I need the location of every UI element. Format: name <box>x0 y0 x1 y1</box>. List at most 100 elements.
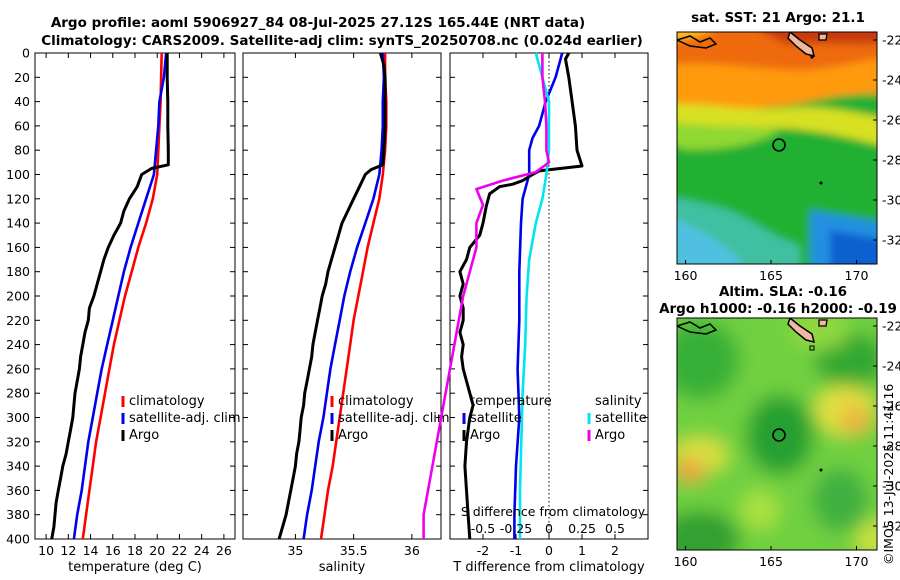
sla-map: Altim. SLA: -0.16 Argo h1000: -0.16 h200… <box>659 284 900 569</box>
temperature-xtick-label: 12 <box>60 543 76 558</box>
sla-map-lat-tick-label: -22 <box>882 319 900 334</box>
depth-tick-label: 260 <box>6 361 30 376</box>
difference-xtick-label: -2 <box>477 543 489 558</box>
sst-map-lat-tick-label: -24 <box>882 73 900 88</box>
sst-map-lat-tick-label: -32 <box>882 233 900 248</box>
sla-map-title-line2: Argo h1000: -0.16 h2000: -0.19 <box>659 301 897 317</box>
sla-map-lat-tick-label: -32 <box>882 519 900 534</box>
sst-map-lat-tick-label: -22 <box>882 33 900 48</box>
difference-temperature-legend-label: satellite <box>470 411 522 426</box>
salinity-legend-label: climatology <box>338 394 414 409</box>
sla-map-lat-tick-label: -30 <box>882 479 900 494</box>
sst-map-lat-tick-label: -26 <box>882 113 900 128</box>
temperature-series-climatology <box>81 52 163 540</box>
salinity-difference-tick-label: -0.25 <box>500 521 532 536</box>
depth-tick-label: 300 <box>6 410 30 425</box>
depth-tick-label: 220 <box>6 313 30 328</box>
depth-tick-label: 0 <box>22 46 30 61</box>
depth-tick-label: 60 <box>14 118 30 133</box>
figure-title-line2: Climatology: CARS2009. Satellite-adj cli… <box>41 33 643 49</box>
temperature-xtick-label: 20 <box>149 543 165 558</box>
temperature-legend-label: satellite-adj. clim <box>129 411 241 426</box>
depth-tick-label: 400 <box>6 532 30 547</box>
sst-map: sat. SST: 21 Argo: 21.1 16 <box>674 10 900 283</box>
salinity-profile-plot: 35 35.5 36 salinity climatology satellite-adj… <box>242 52 450 575</box>
depth-tick-label: 280 <box>6 386 30 401</box>
sla-map-lon-tick-label: 160 <box>674 554 698 569</box>
sst-map-lon-tick-label: 170 <box>845 268 869 283</box>
difference-temperature-legend-label: temperature <box>470 394 552 409</box>
sst-map-lon-tick-label: 160 <box>674 268 698 283</box>
depth-tick-label: 200 <box>6 289 30 304</box>
salinity-series-argo <box>277 52 387 540</box>
salinity-difference-tick-label: -0.5 <box>471 521 495 536</box>
sla-map-title-line1: Altim. SLA: -0.16 <box>719 284 847 300</box>
salinity-difference-tick-label: 0.25 <box>568 521 596 536</box>
depth-tick-label: 20 <box>14 70 30 85</box>
sla-map-lon-tick-label: 170 <box>845 554 869 569</box>
sla-map-lat-tick-label: -26 <box>882 399 900 414</box>
salinity-xlabel: salinity <box>319 560 366 575</box>
temperature-series-argo <box>50 53 170 540</box>
difference-xtick-label: 2 <box>611 543 619 558</box>
depth-tick-label: 320 <box>6 434 30 449</box>
temperature-series-satellite-adj-clim <box>72 52 168 540</box>
depth-tick-label: 180 <box>6 264 30 279</box>
sla-map-lat-tick-label: -28 <box>882 439 900 454</box>
temperature-xtick-label: 10 <box>38 543 54 558</box>
salinity-xtick-label: 35 <box>287 543 303 558</box>
depth-tick-label: 100 <box>6 167 30 182</box>
salinity-plot-frame <box>242 52 442 540</box>
salinity-legend-label: Argo <box>338 428 368 443</box>
temperature-xtick-label: 24 <box>194 543 210 558</box>
difference-salinity-legend-label: satellite <box>595 411 647 426</box>
depth-tick-label: 80 <box>14 143 30 158</box>
difference-series-temperature-argo <box>458 52 584 540</box>
difference-salinity-legend-label: salinity <box>595 394 642 409</box>
imos-timestamp: ©IMOS 13-Jul-2025 11:41:16 <box>881 384 896 565</box>
salinity-difference-tick-label: 0.5 <box>605 521 625 536</box>
difference-series-salinity-satellite <box>518 52 551 539</box>
salinity-legend-label: satellite-adj. clim <box>338 411 450 426</box>
difference-temperature-legend-label: Argo <box>470 428 500 443</box>
sst-map-lon-tick-label: 165 <box>759 268 783 283</box>
depth-tick-label: 140 <box>6 216 30 231</box>
difference-xtick-label: -1 <box>510 543 522 558</box>
temperature-xtick-label: 22 <box>171 543 187 558</box>
temperature-xtick-label: 16 <box>105 543 121 558</box>
depth-tick-label: 160 <box>6 240 30 255</box>
temperature-xtick-label: 26 <box>216 543 232 558</box>
temperature-xlabel: temperature (deg C) <box>68 560 202 575</box>
salinity-xtick-label: 35.5 <box>340 543 368 558</box>
salinity-xtick-label: 36 <box>404 543 420 558</box>
depth-tick-label: 380 <box>6 507 30 522</box>
salinity-difference-axis-label: S difference from climatology <box>461 504 646 519</box>
depth-tick-label: 240 <box>6 337 30 352</box>
difference-salinity-legend-label: Argo <box>595 428 625 443</box>
sst-map-lat-tick-label: -28 <box>882 153 900 168</box>
depth-tick-label: 340 <box>6 459 30 474</box>
temperature-plot-frame <box>34 52 236 540</box>
salinity-series-satellite-adj-clim <box>302 52 386 540</box>
depth-tick-label: 120 <box>6 191 30 206</box>
sst-map-lat-tick-label: -30 <box>882 193 900 208</box>
salinity-difference-tick-label: 0 <box>545 521 553 536</box>
argo-location-marker-sla <box>772 428 786 442</box>
argo-location-marker <box>772 138 786 152</box>
depth-tick-label: 40 <box>14 94 30 109</box>
temperature-legend-label: climatology <box>129 394 205 409</box>
difference-xlabel: T difference from climatology <box>452 560 645 575</box>
temperature-profile-plot: 10 12 14 16 18 20 22 24 26 temperature (deg C) 0 20… <box>6 46 240 576</box>
temperature-legend-label: Argo <box>129 428 159 443</box>
temperature-xtick-label: 18 <box>127 543 143 558</box>
difference-xtick-label: 1 <box>578 543 586 558</box>
temperature-xtick-label: 14 <box>83 543 99 558</box>
difference-xtick-label: 0 <box>545 543 553 558</box>
sst-map-title: sat. SST: 21 Argo: 21.1 <box>691 10 865 26</box>
difference-series-salinity-argo <box>422 53 551 539</box>
difference-series-temperature-satellite <box>513 52 564 539</box>
sla-map-lat-tick-label: -24 <box>882 359 900 374</box>
difference-profile-plot: -2 -1 0 1 2 T difference from climatology temp… <box>422 52 649 575</box>
sla-map-lon-tick-label: 165 <box>759 554 783 569</box>
depth-tick-label: 360 <box>6 483 30 498</box>
